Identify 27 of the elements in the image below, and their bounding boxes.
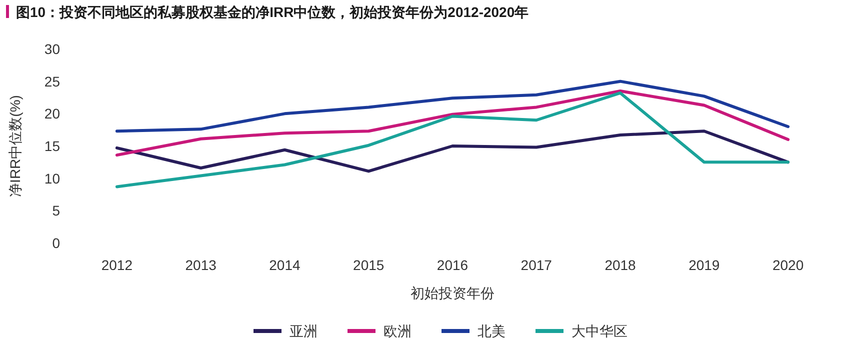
y-axis-title: 净IRR中位数(%) <box>7 95 23 197</box>
line-series <box>115 130 790 173</box>
y-tick-label: 30 <box>44 41 60 57</box>
y-tick-label: 5 <box>52 202 60 219</box>
x-tick-label: 2012 <box>101 257 133 273</box>
y-tick-label: 25 <box>44 73 60 90</box>
line-series <box>115 90 790 157</box>
line-series <box>115 91 790 188</box>
chart-title: 图10：投资不同地区的私募股权基金的净IRR中位数，初始投资年份为2012-2020年 <box>16 4 529 20</box>
line-series <box>115 80 790 133</box>
x-tick-label: 2014 <box>269 257 301 273</box>
x-tick-label: 2018 <box>604 257 636 273</box>
x-tick-label: 2017 <box>520 257 552 273</box>
x-tick-label: 2019 <box>688 257 720 273</box>
legend-label: 欧洲 <box>384 323 412 339</box>
y-tick-label: 10 <box>44 170 60 186</box>
x-axis-title: 初始投资年份 <box>410 285 494 301</box>
legend-label: 亚洲 <box>290 323 318 339</box>
y-tick-label: 20 <box>44 106 60 122</box>
legend-label: 大中华区 <box>572 323 628 339</box>
legend-label: 北美 <box>478 323 506 339</box>
x-tick-label: 2020 <box>772 257 804 273</box>
x-tick-label: 2016 <box>436 257 468 273</box>
x-tick-label: 2015 <box>353 257 384 273</box>
y-tick-label: 15 <box>44 138 60 154</box>
x-tick-label: 2013 <box>185 257 217 273</box>
y-tick-label: 0 <box>52 235 60 251</box>
